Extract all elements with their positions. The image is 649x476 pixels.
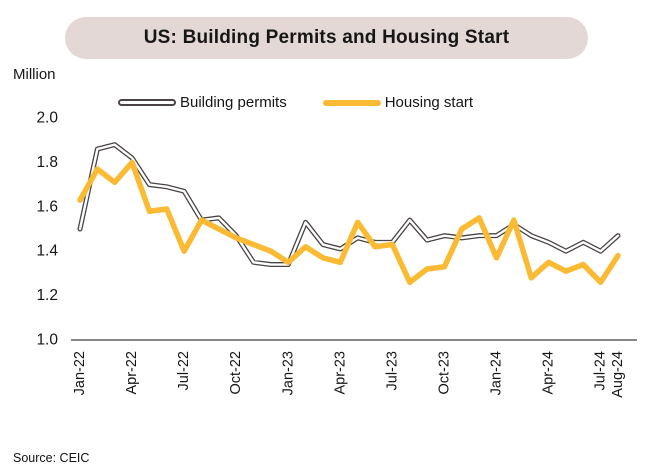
y-tick-label: 1.4 [36,243,58,260]
x-tick-label: Apr-22 [124,351,140,395]
x-tick-label: Jul-23 [384,351,400,391]
legend-label-housing-start: Housing start [384,94,474,111]
y-tick-label: 1.6 [36,198,58,215]
y-axis-unit-label: Million [13,66,56,83]
legend-label-building-permits: Building permits [180,94,287,111]
y-tick-label: 2.0 [36,110,58,127]
chart-title: US: Building Permits and Housing Start [143,27,510,48]
x-tick-label: Jul-24 [593,351,609,391]
y-tick-label: 1.8 [36,154,58,171]
x-tick-label: Jul-22 [176,351,192,391]
legend-item-housing-start: Housing start [322,94,474,111]
x-tick-label: Apr-23 [332,351,348,395]
housing-start-line [77,159,621,286]
x-tick-label: Oct-22 [228,351,244,395]
housing-start-swatch-icon [322,99,381,106]
x-tick-label: Oct-23 [436,351,452,395]
y-tick-label: 1.2 [36,287,58,304]
x-tick-label: Jan-23 [280,351,296,395]
x-tick-label: Apr-24 [541,351,557,395]
x-tick-label: Jan-24 [489,351,505,395]
chart-legend: Building permits Housing start [118,94,473,111]
chart-title-badge: US: Building Permits and Housing Start [65,17,588,59]
y-tick-label: 1.0 [36,332,58,349]
x-tick-label: Aug-24 [610,351,626,398]
source-note: Source: CEIC [13,451,90,465]
legend-item-building-permits: Building permits [118,94,287,111]
x-tick-label: Jan-22 [72,351,88,395]
building-permits-swatch-icon [118,99,176,106]
